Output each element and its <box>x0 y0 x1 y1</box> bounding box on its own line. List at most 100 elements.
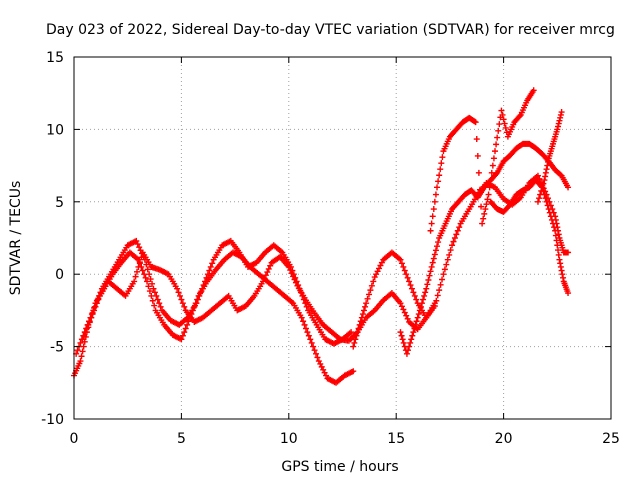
data-point <box>95 296 102 303</box>
data-point <box>93 300 100 307</box>
data-point <box>397 256 404 263</box>
data-point <box>555 123 562 130</box>
data-point <box>542 169 549 176</box>
data-point <box>437 281 444 288</box>
data-point <box>357 318 364 325</box>
data-point <box>499 111 506 118</box>
data-point <box>400 339 407 346</box>
data-point <box>308 339 315 346</box>
y-tick-labels: -10 -5 0 5 10 15 <box>41 50 64 428</box>
data-point <box>398 332 405 339</box>
data-point <box>436 287 443 294</box>
data-point <box>475 169 482 176</box>
data-point <box>565 184 572 191</box>
data-point <box>550 220 557 227</box>
data-point <box>554 242 561 249</box>
data-point <box>542 173 549 180</box>
data-point <box>437 166 444 173</box>
data-point <box>144 266 151 273</box>
data-point <box>267 262 274 269</box>
chart-title: Day 023 of 2022, Sidereal Day-to-day VTE… <box>46 22 615 38</box>
y-tick-label: 10 <box>46 122 64 138</box>
data-point <box>430 206 437 213</box>
data-point <box>434 243 441 250</box>
data-point <box>131 278 138 285</box>
data-point <box>197 289 204 296</box>
data-point <box>544 202 551 209</box>
data-point <box>560 274 567 281</box>
y-tick-label: 5 <box>55 195 64 211</box>
data-point <box>181 329 188 336</box>
y-tick-label: -5 <box>50 340 64 356</box>
data-point <box>354 329 361 336</box>
data-point <box>556 117 563 124</box>
data-point <box>413 318 420 325</box>
data-point <box>136 244 143 251</box>
x-tick-label: 15 <box>387 431 405 447</box>
data-point <box>494 134 501 141</box>
data-point <box>516 113 523 120</box>
data-point <box>440 271 447 278</box>
data-point <box>557 111 564 118</box>
data-point <box>406 278 413 285</box>
x-tick-label: 0 <box>70 431 79 447</box>
data-point <box>300 318 307 325</box>
data-point <box>539 184 546 191</box>
data-point <box>78 353 85 360</box>
data-point <box>542 195 549 202</box>
data-point <box>557 260 564 267</box>
data-point <box>417 303 424 310</box>
data-point <box>425 276 432 283</box>
data-point <box>490 155 497 162</box>
data-point <box>546 209 553 216</box>
data-point <box>290 273 297 280</box>
data-point <box>350 343 357 350</box>
data-point <box>413 296 420 303</box>
data-point <box>557 114 564 121</box>
data-point <box>206 267 213 274</box>
data-point <box>404 274 411 281</box>
data-point <box>398 260 405 267</box>
data-point <box>199 285 206 292</box>
data-point <box>88 314 95 321</box>
data-point <box>400 263 407 270</box>
data-point <box>157 303 164 310</box>
data-point <box>200 282 207 289</box>
series-track-6 <box>427 87 537 234</box>
data-point <box>545 206 552 213</box>
data-point <box>432 191 439 198</box>
data-point <box>178 296 185 303</box>
data-point <box>314 354 321 361</box>
data-point <box>493 141 500 148</box>
data-point <box>548 216 555 223</box>
data-point <box>179 300 186 307</box>
data-point <box>471 118 478 125</box>
data-point <box>422 289 429 296</box>
data-point <box>403 350 410 357</box>
data-point <box>541 177 548 184</box>
data-point <box>555 120 562 127</box>
data-point <box>399 336 406 343</box>
data-point <box>362 303 369 310</box>
data-point <box>89 311 96 318</box>
data-point <box>438 160 445 167</box>
x-tick-label: 25 <box>602 431 620 447</box>
data-point <box>453 231 460 238</box>
data-point <box>423 285 430 292</box>
data-point <box>92 303 99 310</box>
data-point <box>146 288 153 295</box>
data-point <box>288 270 295 277</box>
x-axis-label: GPS time / hours <box>281 459 398 475</box>
data-point <box>400 306 407 313</box>
data-point <box>547 213 554 220</box>
data-point <box>557 263 564 270</box>
data-point <box>556 256 563 263</box>
data-point <box>350 368 357 375</box>
data-point <box>368 282 375 289</box>
data-point <box>555 247 562 254</box>
data-point <box>144 278 151 285</box>
data-point <box>148 292 155 299</box>
data-point <box>431 251 438 258</box>
data-point <box>363 300 370 307</box>
